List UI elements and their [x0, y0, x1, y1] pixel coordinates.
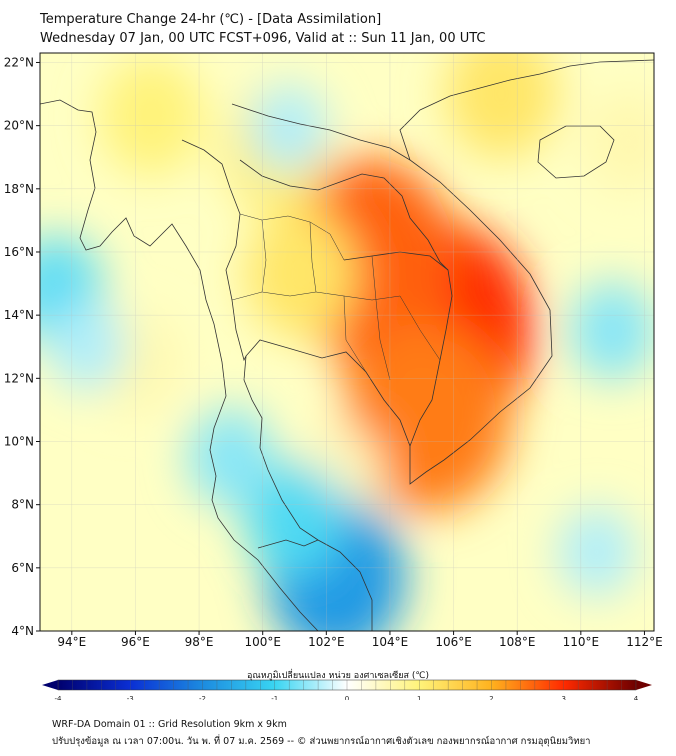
- anomaly-peninsula-cold-2: [187, 407, 275, 507]
- colorbar-min-arrow: [42, 680, 58, 690]
- colorbar-tick-label: 3: [562, 695, 566, 700]
- colorbar-tick-label: -1: [271, 695, 278, 700]
- colorbar-tick-label: 1: [417, 695, 421, 700]
- lon-label: 112°E: [626, 635, 663, 649]
- colorbar-tick-label: -3: [127, 695, 134, 700]
- anomaly-sea-southeast-cold: [557, 507, 636, 597]
- lat-label: 8°N: [11, 498, 34, 512]
- temperature-map: 22°N 20°N 18°N 16°N 14°N 12°N 10°N 8°N 6°N 4°N 94…: [4, 52, 663, 700]
- lat-label: 18°N: [4, 182, 34, 196]
- lon-label: 98°E: [185, 635, 214, 649]
- malaysia-border: [257, 539, 319, 549]
- colorbar-tick-label: -2: [199, 695, 206, 700]
- lat-label: 14°N: [4, 308, 34, 322]
- anomaly-myanmar-north: [99, 56, 204, 176]
- lon-label: 108°E: [499, 635, 536, 649]
- colorbar-tick-label: 0: [345, 695, 349, 700]
- map-frame: [39, 52, 655, 632]
- lat-label: 4°N: [11, 624, 34, 638]
- lon-label: 102°E: [308, 635, 345, 649]
- laos-border: [239, 159, 449, 271]
- cambodia-border: [343, 251, 453, 447]
- mainland-coastline: [40, 99, 319, 631]
- hainan-island: [537, 125, 615, 179]
- anomaly-south-china: [444, 53, 558, 159]
- anomaly-andaman-west-2: [48, 302, 127, 392]
- lon-label: 100°E: [244, 635, 281, 649]
- map-title: Temperature Change 24-hr (℃) - [Data Ass…: [40, 12, 382, 27]
- map-subtitle: Wednesday 07 Jan, 00 UTC FCST+096, Valid…: [40, 31, 486, 46]
- lon-label: 110°E: [563, 635, 600, 649]
- model-info: WRF-DA Domain 01 :: Grid Resolution 9km …: [52, 719, 287, 730]
- lon-label: 96°E: [121, 635, 150, 649]
- longitude-labels: 94°E 96°E 98°E 100°E 102°E 104°E 106°E 108°E 110…: [57, 631, 663, 649]
- anomaly-central-thailand: [244, 209, 358, 339]
- update-info: ปรับปรุงข้อมูล ณ เวลา 07:00น. วัน พ. ที่…: [52, 736, 591, 747]
- graticule: [40, 53, 654, 631]
- anomaly-laos-north-cool: [249, 84, 327, 174]
- lat-label: 12°N: [4, 371, 34, 385]
- lon-label: 106°E: [435, 635, 472, 649]
- lat-label: 16°N: [4, 245, 34, 259]
- province-borders: [231, 213, 441, 381]
- colorbar-tick-label: 2: [489, 695, 493, 700]
- lat-label: 6°N: [11, 561, 34, 575]
- anomaly-south-cambodia: [345, 321, 511, 512]
- country-borders: [40, 59, 654, 631]
- lat-label: 10°N: [4, 434, 34, 448]
- anomaly-sea-east-cold: [569, 281, 654, 381]
- lon-label: 104°E: [372, 635, 409, 649]
- latitude-labels: 22°N 20°N 18°N 16°N 14°N 12°N 10°N 8°N 6°N 4°N: [4, 55, 40, 638]
- lat-label: 20°N: [4, 119, 34, 133]
- thai-myanmar-border: [181, 139, 247, 362]
- colorbar: -4 -3 -2 -1 0 1 2 3 4: [42, 679, 652, 700]
- lat-label: 22°N: [4, 55, 34, 69]
- lon-label: 94°E: [57, 635, 86, 649]
- gulf-coastline: [243, 59, 654, 631]
- colorbar-label: อุณหภูมิเปลี่ยนแปลง หน่วย องศาเซลเซียส (…: [246, 671, 430, 681]
- colorbar-max-arrow: [636, 680, 652, 690]
- anomaly-hainan-east: [585, 91, 654, 192]
- anomaly-field: [40, 53, 654, 631]
- colorbar-tick-label: -4: [55, 695, 63, 700]
- anomaly-peninsula-cold: [244, 463, 345, 578]
- colorbar-tick-label: 4: [634, 695, 639, 700]
